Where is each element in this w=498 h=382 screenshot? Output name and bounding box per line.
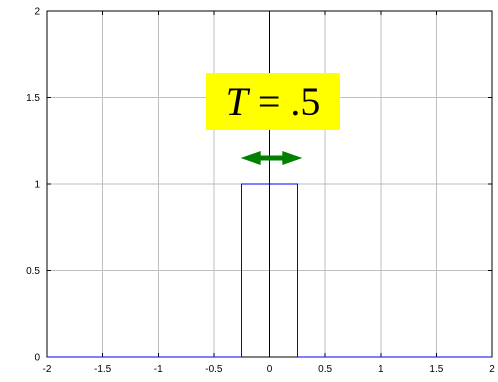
x-tick-label: 2 [489,364,495,375]
width-arrow [240,150,303,166]
x-tick-label: 0 [267,364,273,375]
x-tick-label: -2 [43,364,52,375]
double-arrow [240,151,303,166]
x-tick-label: -1.5 [94,364,112,375]
x-tick-label: -0.5 [205,364,223,375]
annotation-value: = .5 [247,79,321,124]
x-tick-label: 1.5 [429,364,443,375]
annotation-variable: T [225,79,248,124]
x-tick-label: 0.5 [318,364,332,375]
series-line [47,183,492,358]
tick-labels: -2 -1.5 -1 -0.5 0 0.5 1 1.5 2 0 0.5 1 1.5 2 [26,7,495,376]
y-tick-label: 1.5 [26,93,40,104]
annotation-label: T = .5 [206,73,340,130]
plot-frame [46,10,493,358]
series [47,183,492,358]
y-tick-label: 0.5 [26,266,40,277]
annotation-box: T = .5 [206,73,340,130]
y-tick-label: 2 [34,7,40,18]
y-tick-label: 1 [34,180,40,191]
x-tick-label: -1 [154,364,163,375]
x-tick-label: 1 [378,364,384,375]
y-tick-label: 0 [34,353,40,364]
arrow-center-mark [272,150,275,156]
